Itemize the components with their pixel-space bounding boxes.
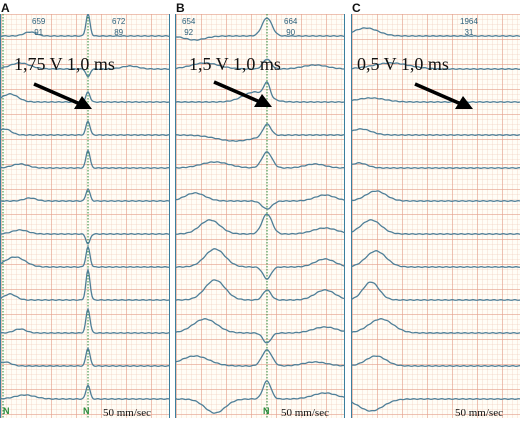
ecg-lead-trace (0, 188, 170, 202)
rr-ms: 1964 (460, 17, 478, 26)
ecg-lead-trace (351, 318, 520, 334)
panel-a: A 659 91 672 89 1,75 V 1,0 ms N N 50 mm/… (0, 0, 170, 424)
panel-b: B 654 92 664 90 1,5 V 1,0 ms N 50 mm/sec (175, 0, 345, 424)
n-marker: N (3, 406, 10, 416)
ecg-lead-trace (0, 14, 170, 37)
stimulus-label: 0,5 V 1,0 ms (357, 54, 449, 74)
rr-ms: 664 (284, 17, 298, 26)
ecg-lead-trace (0, 307, 170, 334)
ecg-lead-trace (351, 398, 520, 412)
ecg-lead-trace (351, 128, 520, 136)
ecg-traces (351, 27, 520, 412)
paper-speed: 50 mm/sec (455, 407, 503, 419)
ecg-lead-trace (0, 384, 170, 400)
ecg-lead-trace (0, 346, 170, 367)
ecg-lead-trace (351, 355, 520, 367)
stimulus-label: 1,75 V 1,0 ms (14, 54, 115, 74)
panel-label: B (176, 1, 185, 15)
ecg-lead-trace (351, 219, 520, 235)
rr-ms: 659 (32, 17, 46, 26)
rr-ms: 654 (182, 17, 196, 26)
panel-label: A (1, 1, 10, 15)
ecg-strip (0, 14, 170, 418)
ecg-lead-trace (175, 192, 345, 210)
paper-speed: 50 mm/sec (103, 407, 151, 419)
ecg-lead-trace (175, 58, 345, 70)
panel-c: C 1964 31 0,5 V 1,0 ms 50 mm/sec (351, 0, 520, 424)
stimulus-label: 1,5 V 1,0 ms (189, 54, 281, 74)
ecg-traces (175, 14, 345, 418)
ecg-lead-trace (351, 281, 520, 301)
rr-interval-right: 1964 31 (460, 16, 478, 38)
ecg-lead-trace (175, 380, 345, 414)
ecg-lead-trace (351, 250, 520, 268)
ecg-lead-trace (351, 190, 520, 202)
n-marker: N (263, 406, 270, 416)
panel-label: C (352, 1, 361, 15)
arrow-icon (213, 80, 272, 107)
ecg-strip (175, 14, 345, 418)
ecg-lead-trace (0, 148, 170, 169)
ecg-lead-trace (175, 248, 345, 281)
ecg-lead-trace (0, 229, 170, 245)
rr-ms: 672 (112, 17, 126, 26)
rr-bpm: 89 (114, 28, 124, 37)
paper-speed: 50 mm/sec (281, 407, 329, 419)
ecg-lead-trace (175, 17, 345, 41)
ecg-lead-trace (0, 90, 170, 103)
ecg-lead-trace (175, 279, 345, 301)
n-marker: N (83, 406, 90, 416)
ecg-lead-trace (0, 119, 170, 136)
rr-interval-left: 654 92 (182, 16, 195, 38)
rr-bpm: 92 (184, 28, 194, 37)
ecg-lead-trace (351, 97, 520, 103)
rr-bpm: 90 (286, 28, 296, 37)
ecg-traces (0, 14, 170, 418)
ecg-lead-trace (0, 62, 170, 78)
ecg-lead-trace (351, 62, 520, 70)
rr-interval-left: 659 91 (32, 16, 45, 38)
rr-interval-right: 672 89 (112, 16, 125, 38)
rr-interval-right: 664 90 (284, 16, 297, 38)
ecg-lead-trace (175, 213, 345, 235)
arrow-icon (414, 82, 473, 109)
ecg-lead-trace (0, 244, 170, 268)
ecg-strip (351, 14, 520, 418)
ecg-lead-trace (0, 267, 170, 301)
ecg-lead-trace (351, 27, 520, 37)
rr-bpm: 31 (464, 28, 474, 37)
ecg-lead-trace (175, 348, 345, 367)
ecg-lead-trace (351, 162, 520, 169)
ecg-lead-trace (175, 81, 345, 103)
ecg-lead-trace (175, 123, 345, 142)
ecg-lead-trace (175, 151, 345, 169)
ecg-lead-trace (175, 318, 345, 344)
rr-bpm: 91 (34, 28, 44, 37)
arrow-icon (33, 82, 92, 109)
